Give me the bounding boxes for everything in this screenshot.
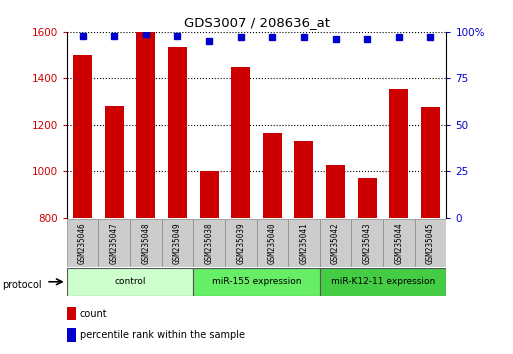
Text: miR-K12-11 expression: miR-K12-11 expression: [331, 277, 435, 286]
Bar: [389, 89, 408, 354]
Bar: [225, 219, 256, 267]
Bar: [320, 219, 351, 267]
Bar: [136, 32, 155, 354]
Bar: [421, 107, 440, 354]
Bar: [383, 219, 415, 267]
Bar: [162, 219, 193, 267]
Bar: [105, 106, 124, 354]
Bar: [231, 67, 250, 354]
Bar: [200, 171, 219, 354]
Text: control: control: [114, 277, 146, 286]
Text: GSM235040: GSM235040: [268, 223, 277, 264]
Bar: [67, 219, 98, 267]
Bar: [73, 55, 92, 354]
Bar: [193, 268, 320, 296]
Text: GSM235043: GSM235043: [363, 223, 372, 264]
Text: GSM235049: GSM235049: [173, 223, 182, 264]
Bar: [130, 219, 162, 267]
Text: GSM235038: GSM235038: [205, 223, 213, 264]
Bar: [415, 219, 446, 267]
Bar: [256, 219, 288, 267]
Text: protocol: protocol: [3, 280, 42, 290]
Text: GSM235044: GSM235044: [394, 223, 403, 264]
Text: GSM235048: GSM235048: [141, 223, 150, 264]
Bar: [351, 219, 383, 267]
Bar: [168, 47, 187, 354]
Bar: [98, 219, 130, 267]
Text: GSM235041: GSM235041: [300, 223, 308, 264]
Bar: [320, 268, 446, 296]
Text: GSM235046: GSM235046: [78, 223, 87, 264]
Text: GSM235042: GSM235042: [331, 223, 340, 264]
Title: GDS3007 / 208636_at: GDS3007 / 208636_at: [184, 16, 329, 29]
Bar: [288, 219, 320, 267]
Bar: [294, 141, 313, 354]
Bar: [263, 133, 282, 354]
Text: GSM235045: GSM235045: [426, 223, 435, 264]
Text: percentile rank within the sample: percentile rank within the sample: [80, 330, 245, 340]
Bar: [326, 165, 345, 354]
Text: miR-155 expression: miR-155 expression: [212, 277, 301, 286]
Text: count: count: [80, 309, 107, 319]
Bar: [67, 268, 193, 296]
Text: GSM235039: GSM235039: [236, 223, 245, 264]
Text: GSM235047: GSM235047: [110, 223, 119, 264]
Bar: [358, 178, 377, 354]
Bar: [193, 219, 225, 267]
